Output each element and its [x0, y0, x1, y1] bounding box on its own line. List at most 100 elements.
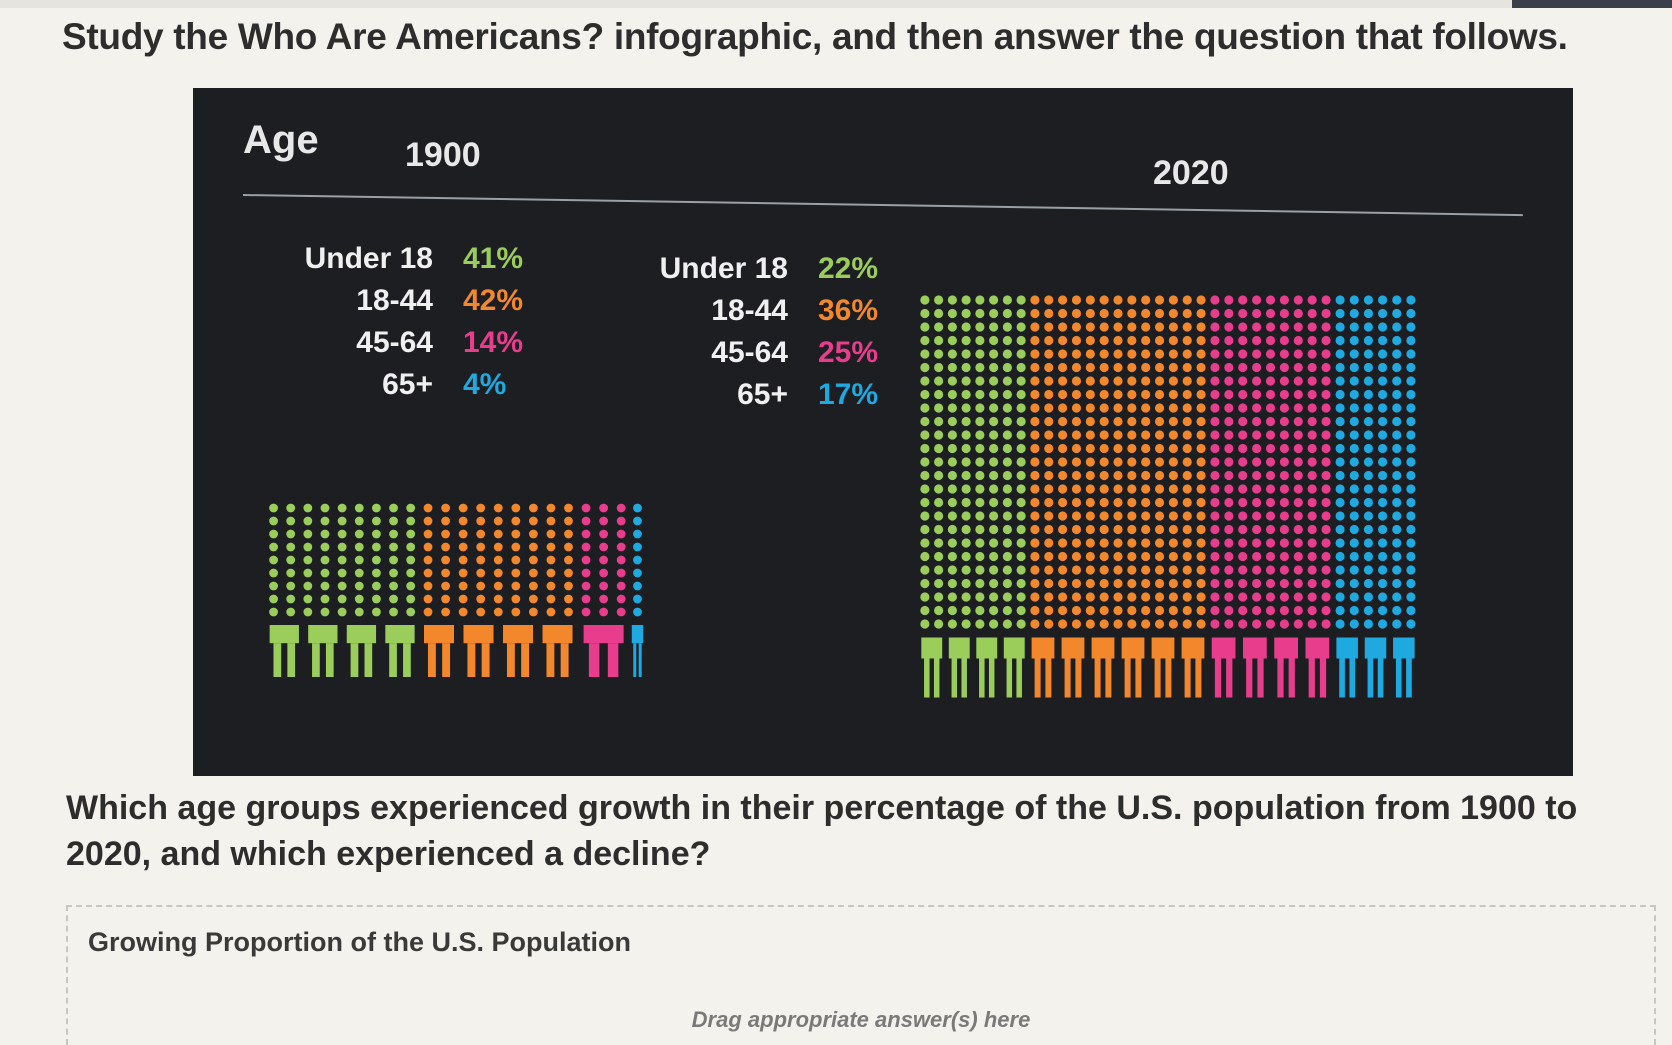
figure-dot — [1293, 619, 1303, 629]
figure-dot — [1363, 619, 1374, 629]
figure-dot — [1210, 430, 1220, 440]
figure-dot — [1141, 308, 1151, 319]
figure-dot — [1016, 484, 1026, 494]
person-icon-leg — [924, 658, 930, 698]
figure-dot — [1377, 484, 1388, 494]
figure-dot — [1392, 470, 1402, 481]
figure-dot — [371, 542, 381, 552]
figure-dot — [511, 568, 521, 578]
figure-dot — [947, 403, 957, 413]
person-icon-body — [542, 625, 573, 644]
figure-dot — [920, 524, 930, 535]
figure-dot — [1392, 578, 1402, 589]
figure-dot — [1016, 362, 1026, 373]
figure-dot — [581, 503, 591, 513]
figure-dot — [1168, 497, 1178, 508]
figure-dot — [1196, 524, 1206, 535]
figure-dot — [1168, 457, 1178, 467]
figure-dot — [1252, 619, 1262, 629]
figure-dot — [1252, 538, 1262, 548]
figure-dot — [920, 322, 930, 332]
figure-dot — [1141, 524, 1151, 535]
figure-dot — [975, 605, 985, 616]
figure-dot — [1141, 470, 1151, 481]
figure-dot — [599, 594, 609, 604]
figure-dot — [1279, 578, 1289, 589]
figure-dot — [1196, 389, 1206, 400]
figure-dot — [1030, 349, 1040, 359]
figure-dot — [1210, 619, 1220, 629]
figure-dot — [389, 555, 398, 565]
figure-dot — [1030, 470, 1040, 481]
figure-dot — [441, 542, 451, 552]
figure-dot — [920, 605, 930, 616]
figure-dot — [1196, 308, 1206, 319]
figure-dot — [616, 529, 626, 539]
figure-dot — [1392, 403, 1402, 413]
figure-dot — [1335, 362, 1345, 373]
figure-dot — [1196, 592, 1206, 602]
figure-dot — [961, 443, 971, 454]
figure-dot — [1293, 308, 1303, 319]
figure-dot — [1377, 592, 1388, 602]
figure-dot — [1377, 389, 1388, 400]
figure-dot — [947, 308, 957, 319]
person-icon-body — [1151, 637, 1175, 659]
figure-dot — [1099, 497, 1109, 508]
figure-dot — [1154, 497, 1165, 508]
figure-dot — [1196, 403, 1206, 413]
figure-dot — [989, 362, 999, 373]
figure-dot — [1321, 416, 1331, 427]
figure-dot — [564, 607, 573, 617]
figure-dot — [1196, 335, 1206, 346]
figure-dot — [1265, 524, 1276, 535]
figure-dot — [1335, 416, 1345, 427]
figure-dot — [1113, 470, 1123, 481]
figure-dot — [1002, 457, 1012, 467]
figure-dot — [476, 516, 486, 526]
figure-dot — [1071, 416, 1082, 427]
person-icon-body — [503, 625, 534, 644]
figure-dot — [1210, 470, 1220, 481]
figure-dot — [1058, 443, 1068, 454]
figure-dot — [1016, 619, 1026, 629]
figure-dot — [337, 529, 347, 539]
figure-dot — [1182, 592, 1192, 602]
figure-dot — [1030, 376, 1040, 386]
figure-dot — [1293, 551, 1303, 562]
figure-dot — [1002, 430, 1012, 440]
figure-dot — [934, 416, 944, 427]
figure-dot — [1071, 605, 1082, 616]
figure-dot — [1044, 497, 1054, 508]
figure-dot — [1349, 578, 1359, 589]
figure-dot — [1113, 619, 1123, 629]
legend-label: 65+ — [382, 368, 433, 401]
figure-dot — [1002, 416, 1012, 427]
figure-dot — [1349, 605, 1359, 616]
figure-dot — [1002, 605, 1012, 616]
figure-dot — [1392, 443, 1402, 454]
person-icon-body — [1274, 637, 1298, 659]
figure-dot — [1377, 295, 1388, 305]
figure-dot — [1141, 578, 1151, 589]
figure-dot — [1335, 565, 1345, 575]
figure-dot — [1392, 524, 1402, 535]
figure-dot — [1265, 538, 1276, 548]
figure-dot — [1279, 511, 1289, 521]
figure-dot — [1182, 565, 1192, 575]
figure-dot — [564, 516, 573, 526]
answer-drop-zone[interactable]: Growing Proportion of the U.S. Populatio… — [66, 905, 1656, 1045]
figure-dot — [1265, 565, 1276, 575]
figure-dot — [1099, 457, 1109, 467]
figure-dot — [1099, 308, 1109, 319]
figure-dot — [1168, 551, 1178, 562]
figure-dot — [1071, 497, 1082, 508]
figure-dot — [1016, 524, 1026, 535]
figure-dot — [1168, 403, 1178, 413]
figure-dot — [1377, 416, 1388, 427]
figure-dot — [1196, 457, 1206, 467]
figure-dot — [1363, 578, 1374, 589]
figure-dot — [975, 430, 985, 440]
person-icon-leg — [979, 658, 985, 698]
figure-dot — [1044, 376, 1054, 386]
